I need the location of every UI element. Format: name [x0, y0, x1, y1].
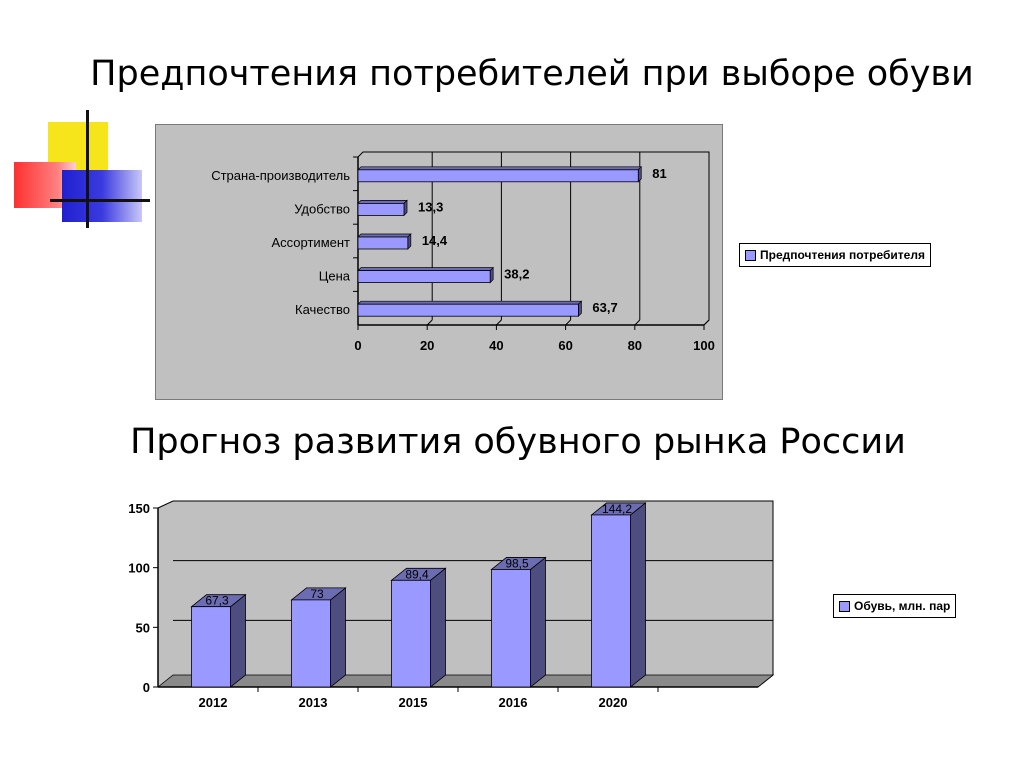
x-tick-label: 80 [628, 338, 642, 353]
bar-side-face [430, 567, 446, 688]
bar [357, 203, 405, 216]
x-category-label: 2013 [299, 695, 328, 710]
x-tick-label: 40 [489, 338, 503, 353]
plot-floor [156, 674, 775, 688]
bar-side-face [330, 587, 346, 688]
bar-side-face [630, 502, 646, 688]
gridline-bottom [426, 319, 433, 326]
bar-value-label: 13,3 [418, 199, 443, 214]
bar-top-face [357, 200, 408, 204]
bar-top-face [357, 166, 643, 171]
y-tick-label: 50 [136, 620, 150, 635]
x-tick-label: 60 [558, 338, 572, 353]
bar [491, 569, 531, 688]
x-tick-label: 20 [420, 338, 434, 353]
x-category-label: 2016 [499, 695, 528, 710]
bar [357, 270, 491, 284]
forecast-legend: Обувь, млн. пар [833, 594, 957, 618]
preferences-chart-panel: 0 20 40 60 80 100 Страна-производитель 81 Удобст… [155, 124, 723, 400]
bar-side-face [489, 266, 494, 284]
bar [291, 599, 331, 688]
bar [357, 169, 639, 183]
bar-side-face [230, 593, 246, 688]
gridline-bottom [496, 319, 502, 326]
bar [591, 514, 631, 688]
legend-label: Обувь, млн. пар [854, 599, 951, 613]
legend-label: Предпочтения потребителя [760, 248, 925, 262]
bar [391, 579, 431, 688]
bar [191, 606, 231, 688]
y-category-label: Страна-производитель [211, 168, 350, 183]
bar-top-face [357, 233, 412, 238]
y-category-label: Качество [295, 302, 350, 317]
y-category-label: Удобство [294, 201, 350, 216]
x-tick-label: 100 [693, 338, 715, 353]
bar-side-face [637, 165, 642, 183]
bar-value-label: 67,3 [205, 594, 229, 608]
preferences-legend: Предпочтения потребителя [739, 243, 931, 267]
x-category-label: 2012 [199, 695, 228, 710]
preferences-bar-chart: 0 20 40 60 80 100 Страна-производитель 81 Удобст… [211, 151, 715, 353]
plot-area [157, 500, 774, 688]
bar-value-label: 89,4 [405, 567, 429, 581]
bar-value-label: 38,2 [504, 267, 529, 282]
decor-horizontal-line [50, 199, 150, 202]
bar [357, 303, 579, 317]
bar-top-face [357, 267, 495, 271]
y-tick-label: 0 [143, 680, 150, 695]
bar-side-face [407, 233, 412, 250]
forecast-bar-chart: 0 50 100 150 67,3 2012 73 2013 89,4 2015 98,5 2016 1… [128, 500, 775, 710]
bar-value-label: 14,4 [422, 233, 448, 248]
bar [357, 236, 409, 250]
bar-side-face [403, 199, 408, 217]
x-category-label: 2020 [599, 695, 628, 710]
gridline-bottom [703, 319, 710, 326]
x-category-label: 2015 [399, 695, 428, 710]
y-category-label: Цена [319, 269, 351, 284]
y-category-label: Ассортимент [271, 235, 350, 250]
slide-title-preferences: Предпочтения потребителей при выборе обу… [90, 54, 974, 94]
bar-value-label: 63,7 [592, 300, 617, 315]
y-tick-label: 100 [128, 561, 150, 576]
bar-value-label: 144,2 [602, 502, 632, 516]
gridline-bottom [565, 319, 571, 326]
slide-title-forecast: Прогноз развития обувного рынка России [130, 422, 906, 462]
decor-vertical-line [86, 110, 89, 228]
legend-swatch [745, 249, 756, 261]
decor-blue-square [62, 170, 142, 222]
bar-side-face [578, 300, 582, 318]
bar-top-face [357, 300, 583, 305]
legend-swatch [839, 600, 850, 612]
bar-side-face [530, 556, 546, 688]
bar-value-label: 73 [310, 587, 324, 601]
gridline-bottom [634, 319, 641, 326]
y-tick-label: 150 [128, 501, 150, 516]
bar-value-label: 81 [652, 166, 666, 181]
x-tick-label: 0 [354, 338, 361, 353]
bar-value-label: 98,5 [505, 556, 529, 570]
